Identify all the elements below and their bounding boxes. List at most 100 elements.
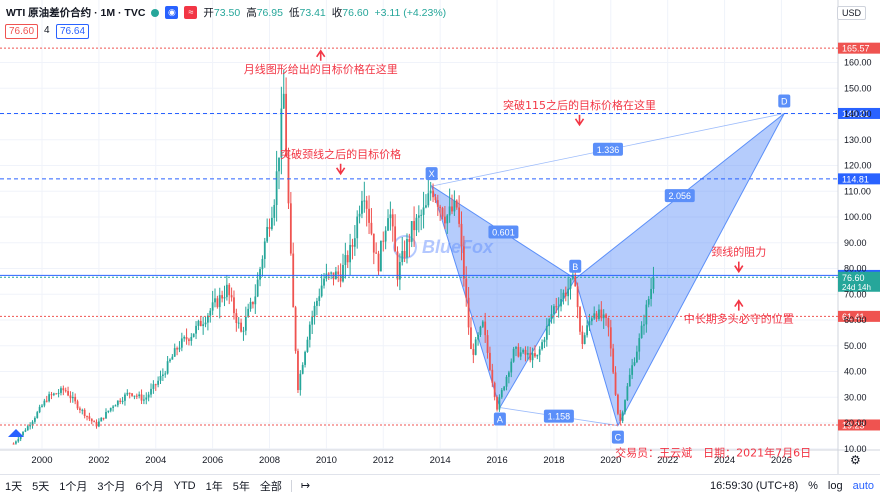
candle-body — [486, 335, 489, 353]
ask-price[interactable]: 76.64 — [56, 24, 90, 39]
bid-price[interactable]: 76.60 — [5, 24, 39, 39]
candle-body — [569, 278, 572, 289]
range-all[interactable]: 全部 — [259, 480, 282, 493]
candle-body — [363, 200, 366, 202]
candle-body — [214, 298, 216, 303]
percent-toggle[interactable]: % — [808, 479, 818, 492]
candle-body — [280, 108, 283, 158]
candle-body — [316, 300, 318, 306]
candle-body — [306, 339, 309, 352]
candle-body — [166, 361, 169, 374]
candle-body — [183, 337, 186, 339]
candle-body — [109, 407, 112, 411]
goto-date-icon[interactable]: ↦ — [300, 480, 311, 492]
candle-body — [614, 372, 617, 395]
candle-body — [147, 394, 150, 398]
ratio-label-bg — [543, 409, 574, 423]
candle-body — [441, 208, 444, 217]
auto-toggle[interactable]: auto — [852, 479, 874, 492]
time-tick: 2018 — [543, 455, 564, 466]
candle-body — [609, 327, 612, 349]
candle-body — [48, 394, 51, 402]
pattern-point-x: X — [429, 169, 435, 179]
log-toggle[interactable]: log — [827, 479, 843, 492]
candle-body — [185, 337, 188, 340]
market-status-icon — [151, 8, 160, 17]
wave-icon[interactable]: ≈ — [184, 6, 198, 19]
time-tick: 2010 — [316, 455, 337, 466]
candle-body — [602, 314, 605, 319]
candle-body — [403, 250, 406, 258]
candle-body — [171, 356, 174, 360]
candle-body — [164, 373, 167, 375]
spread-value: 4 — [44, 25, 50, 36]
ratio-label: 2.056 — [669, 191, 692, 201]
candle-body — [624, 400, 626, 413]
price-tick: 50.00 — [844, 341, 867, 351]
candle-body — [209, 310, 212, 316]
symbol-title[interactable]: WTI 原油差价合约 · 1M · TVC — [6, 7, 146, 19]
candle-body — [607, 318, 610, 328]
candle-body — [574, 274, 577, 287]
candle-body — [365, 200, 368, 209]
pattern-point-b: B — [572, 262, 578, 272]
range-1m[interactable]: 1个月 — [59, 480, 88, 493]
range-ytd[interactable]: YTD — [173, 479, 196, 492]
candle-body — [143, 399, 145, 401]
candle-body — [524, 349, 527, 355]
candle-body — [273, 205, 276, 218]
candle-body — [567, 288, 570, 297]
candle-body — [62, 388, 65, 391]
candle-body — [33, 418, 36, 422]
candle-body — [230, 295, 233, 298]
range-6m[interactable]: 6个月 — [135, 480, 164, 493]
eye-icon[interactable]: ◉ — [165, 6, 179, 19]
candle-body — [368, 208, 370, 223]
candle-body — [261, 258, 264, 270]
candle-body — [252, 301, 254, 305]
ohlc-close: 收76.60 — [331, 7, 369, 19]
candle-body — [467, 297, 470, 328]
candle-body — [204, 322, 207, 325]
range-1d[interactable]: 1天 — [5, 480, 23, 493]
candle-body — [427, 193, 430, 206]
candle-body — [327, 273, 330, 275]
candle-body — [133, 395, 136, 397]
level-label: 19.23 — [842, 420, 865, 430]
candle-body — [621, 412, 624, 422]
candle-body — [41, 405, 43, 407]
candle-body — [178, 347, 181, 350]
candle-body — [590, 318, 593, 322]
candle-body — [45, 400, 48, 402]
candle-body — [519, 352, 522, 357]
range-3m[interactable]: 3个月 — [97, 480, 126, 493]
candle-body — [455, 200, 458, 208]
candle-body — [71, 396, 74, 399]
candle-body — [297, 350, 299, 391]
candle-body — [643, 324, 645, 326]
candle-body — [453, 200, 456, 212]
range-5d[interactable]: 5天 — [32, 480, 50, 493]
candle-body — [52, 393, 55, 395]
candle-body — [311, 316, 314, 325]
range-1y[interactable]: 1年 — [205, 480, 223, 493]
currency-selector[interactable]: USD — [836, 6, 866, 20]
candle-body — [192, 333, 195, 337]
candle-body — [50, 394, 53, 396]
candle-body — [543, 339, 546, 343]
candle-body — [382, 240, 385, 242]
price-tick: 60.00 — [844, 315, 867, 325]
candle-body — [240, 322, 242, 332]
candle-body — [154, 384, 157, 386]
candle-body — [116, 400, 119, 406]
candle-body — [408, 239, 411, 242]
price-tick: 110.00 — [844, 186, 871, 196]
candle-body — [266, 227, 269, 242]
range-5y[interactable]: 5年 — [232, 480, 250, 493]
candle-body — [93, 421, 96, 423]
price-tick: 160.00 — [844, 58, 872, 68]
candle-body — [420, 214, 423, 216]
clock[interactable]: 16:59:30 (UTC+8) — [710, 479, 799, 492]
candle-body — [576, 286, 579, 308]
